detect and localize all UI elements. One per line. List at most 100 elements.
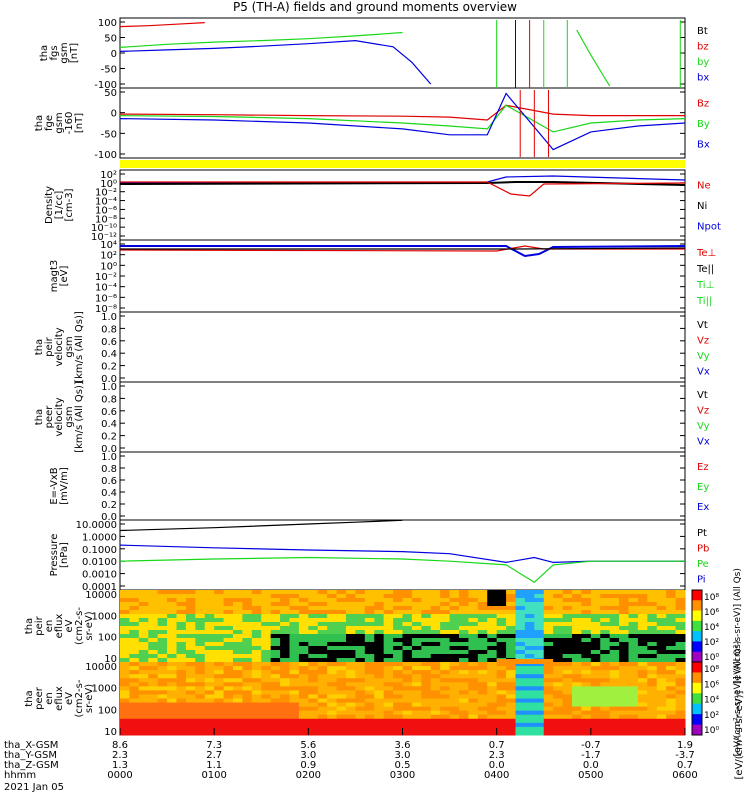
y-tick-label: 10⁻⁶ — [95, 293, 117, 304]
y-axis-label: sr-eV) — [84, 611, 95, 640]
series-line-By — [119, 104, 686, 133]
y-axis-label: (cm2-s- — [74, 607, 85, 645]
colorbar-tick-label: 10⁶ — [704, 680, 719, 690]
y-axis-label: Pressure — [49, 534, 60, 577]
colorbar-segment — [692, 682, 702, 694]
y-axis-label: eV — [64, 692, 75, 705]
y-tick-label: 10.0000 — [76, 520, 117, 531]
x-tick-label: 0000 — [107, 770, 132, 781]
colorbar-tick-label: 10² — [704, 638, 719, 648]
legend-entry: Vz — [697, 405, 709, 416]
colorbar-segment — [692, 714, 702, 726]
series-line-Bz — [119, 104, 685, 121]
legend-entry: Vz — [697, 335, 709, 346]
y-axis-label: en — [44, 692, 55, 705]
y-tick-label: 100 — [98, 705, 117, 716]
x-tick-label: 1.1 — [206, 760, 222, 771]
y-tick-label: 10⁻⁸ — [95, 304, 117, 315]
y-axis-label: tha — [24, 618, 35, 634]
x-tick-label: 1.3 — [112, 760, 128, 771]
y-axis-label: gsm — [64, 406, 75, 427]
y-tick-label: -50 — [101, 129, 117, 140]
y-tick-label: 1.0 — [101, 312, 117, 323]
legend-entry: Vy — [697, 351, 710, 362]
y-tick-label: 0.4 — [101, 349, 117, 360]
y-tick-label: 10⁰ — [100, 261, 117, 272]
y-tick-label: 0.8 — [101, 394, 117, 405]
y-axis-label: [nPa] — [59, 542, 70, 568]
y-tick-label: 100 — [98, 18, 117, 29]
y-axis-label: [mV/m] — [59, 467, 70, 505]
y-axis-label: [1/cc] — [54, 191, 65, 220]
x-tick-label: 0500 — [578, 770, 603, 781]
panel-frame-fgs — [119, 17, 686, 89]
legend-entry: Vx — [697, 366, 710, 377]
series-line-Ne — [120, 181, 686, 197]
legend-entry: Bt — [697, 26, 708, 37]
y-axis-label: en — [44, 620, 55, 633]
y-tick-label: 10⁻⁴ — [95, 197, 117, 208]
colorbar-axis-label: [eV/(cm²-s-sr-eV)] — [734, 690, 745, 779]
y-axis-label: [nT] — [74, 113, 85, 133]
x-tick-label: 0100 — [201, 770, 226, 781]
y-tick-label: 1000 — [92, 611, 117, 622]
y-axis-label: eflux — [54, 614, 65, 639]
y-tick-label: 10⁻² — [95, 272, 117, 283]
y-tick-label: 10⁴ — [100, 240, 117, 251]
legend-entry: Ti|| — [696, 296, 712, 307]
y-tick-label: -50 — [101, 65, 117, 76]
legend-entry: Pt — [697, 528, 707, 539]
x-tick-label: 3.6 — [395, 740, 411, 751]
colorbar-tick-label: 10⁸ — [704, 665, 719, 675]
x-tick-label: 5.6 — [300, 740, 316, 751]
y-tick-label: 1.0 — [101, 382, 117, 393]
x-tick-label: 2.3 — [489, 750, 505, 761]
x-tick-label: 0.7 — [677, 760, 693, 771]
series-line-Ti — [120, 245, 686, 258]
legend-entry: Pb — [697, 543, 709, 554]
y-axis-label: tha — [34, 115, 45, 131]
x-tick-label: 0.7 — [489, 740, 505, 751]
legend-entry: Ni — [697, 201, 707, 212]
colorbar-tick-label: 10⁰ — [704, 653, 719, 663]
colorbar-frame — [691, 661, 703, 736]
series-line-Te-par — [120, 247, 686, 250]
legend-entry: Ti⊥ — [696, 280, 714, 291]
y-tick-label: 0.6 — [101, 476, 117, 487]
y-tick-label: 10⁻⁶ — [95, 205, 117, 216]
y-tick-label: 0.2 — [101, 500, 117, 511]
y-axis-label: fgs — [49, 45, 60, 60]
y-axis-label: [cm-3] — [64, 188, 75, 221]
panel-frame-efield — [119, 451, 686, 521]
panel-frame-pressure — [119, 519, 686, 591]
y-tick-label: 0.0 — [101, 512, 117, 523]
legend-entry: By — [697, 119, 710, 130]
y-tick-label: 10000 — [85, 662, 117, 673]
chart-title: P5 (TH-A) fields and ground moments over… — [233, 0, 517, 14]
colorbar-tick-label: 10⁶ — [704, 608, 719, 618]
x-tick-label: 0200 — [296, 770, 321, 781]
y-axis-label: eV — [64, 619, 75, 632]
yellow-status-bar — [120, 160, 685, 168]
y-axis-label: gsm — [59, 42, 70, 63]
colorbar-tick-label: 10² — [704, 711, 719, 721]
y-axis-label: velocity — [54, 397, 65, 436]
series-line-Pi — [119, 544, 685, 564]
series-line-bz — [119, 22, 205, 28]
y-tick-label: 10⁻⁴ — [95, 283, 117, 294]
colorbar-segment — [692, 641, 702, 653]
legend-entry: Pi — [697, 574, 706, 585]
y-tick-label: 10 — [104, 727, 117, 738]
y-axis-label: gsm — [54, 112, 65, 133]
colorbar-segment — [692, 703, 702, 715]
y-tick-label: 10 — [104, 654, 117, 665]
y-axis-label: fge — [44, 115, 55, 131]
y-tick-label: 1.0 — [101, 452, 117, 463]
x-tick-label: 8.6 — [112, 740, 128, 751]
y-tick-label: 10² — [100, 251, 117, 262]
y-tick-label: 10⁻¹² — [91, 232, 117, 243]
y-tick-label: 0.2 — [101, 432, 117, 443]
x-tick-label: -1.7 — [581, 750, 601, 761]
y-axis-label: tha — [34, 339, 45, 355]
panel-frame-peir-vel — [119, 311, 686, 383]
